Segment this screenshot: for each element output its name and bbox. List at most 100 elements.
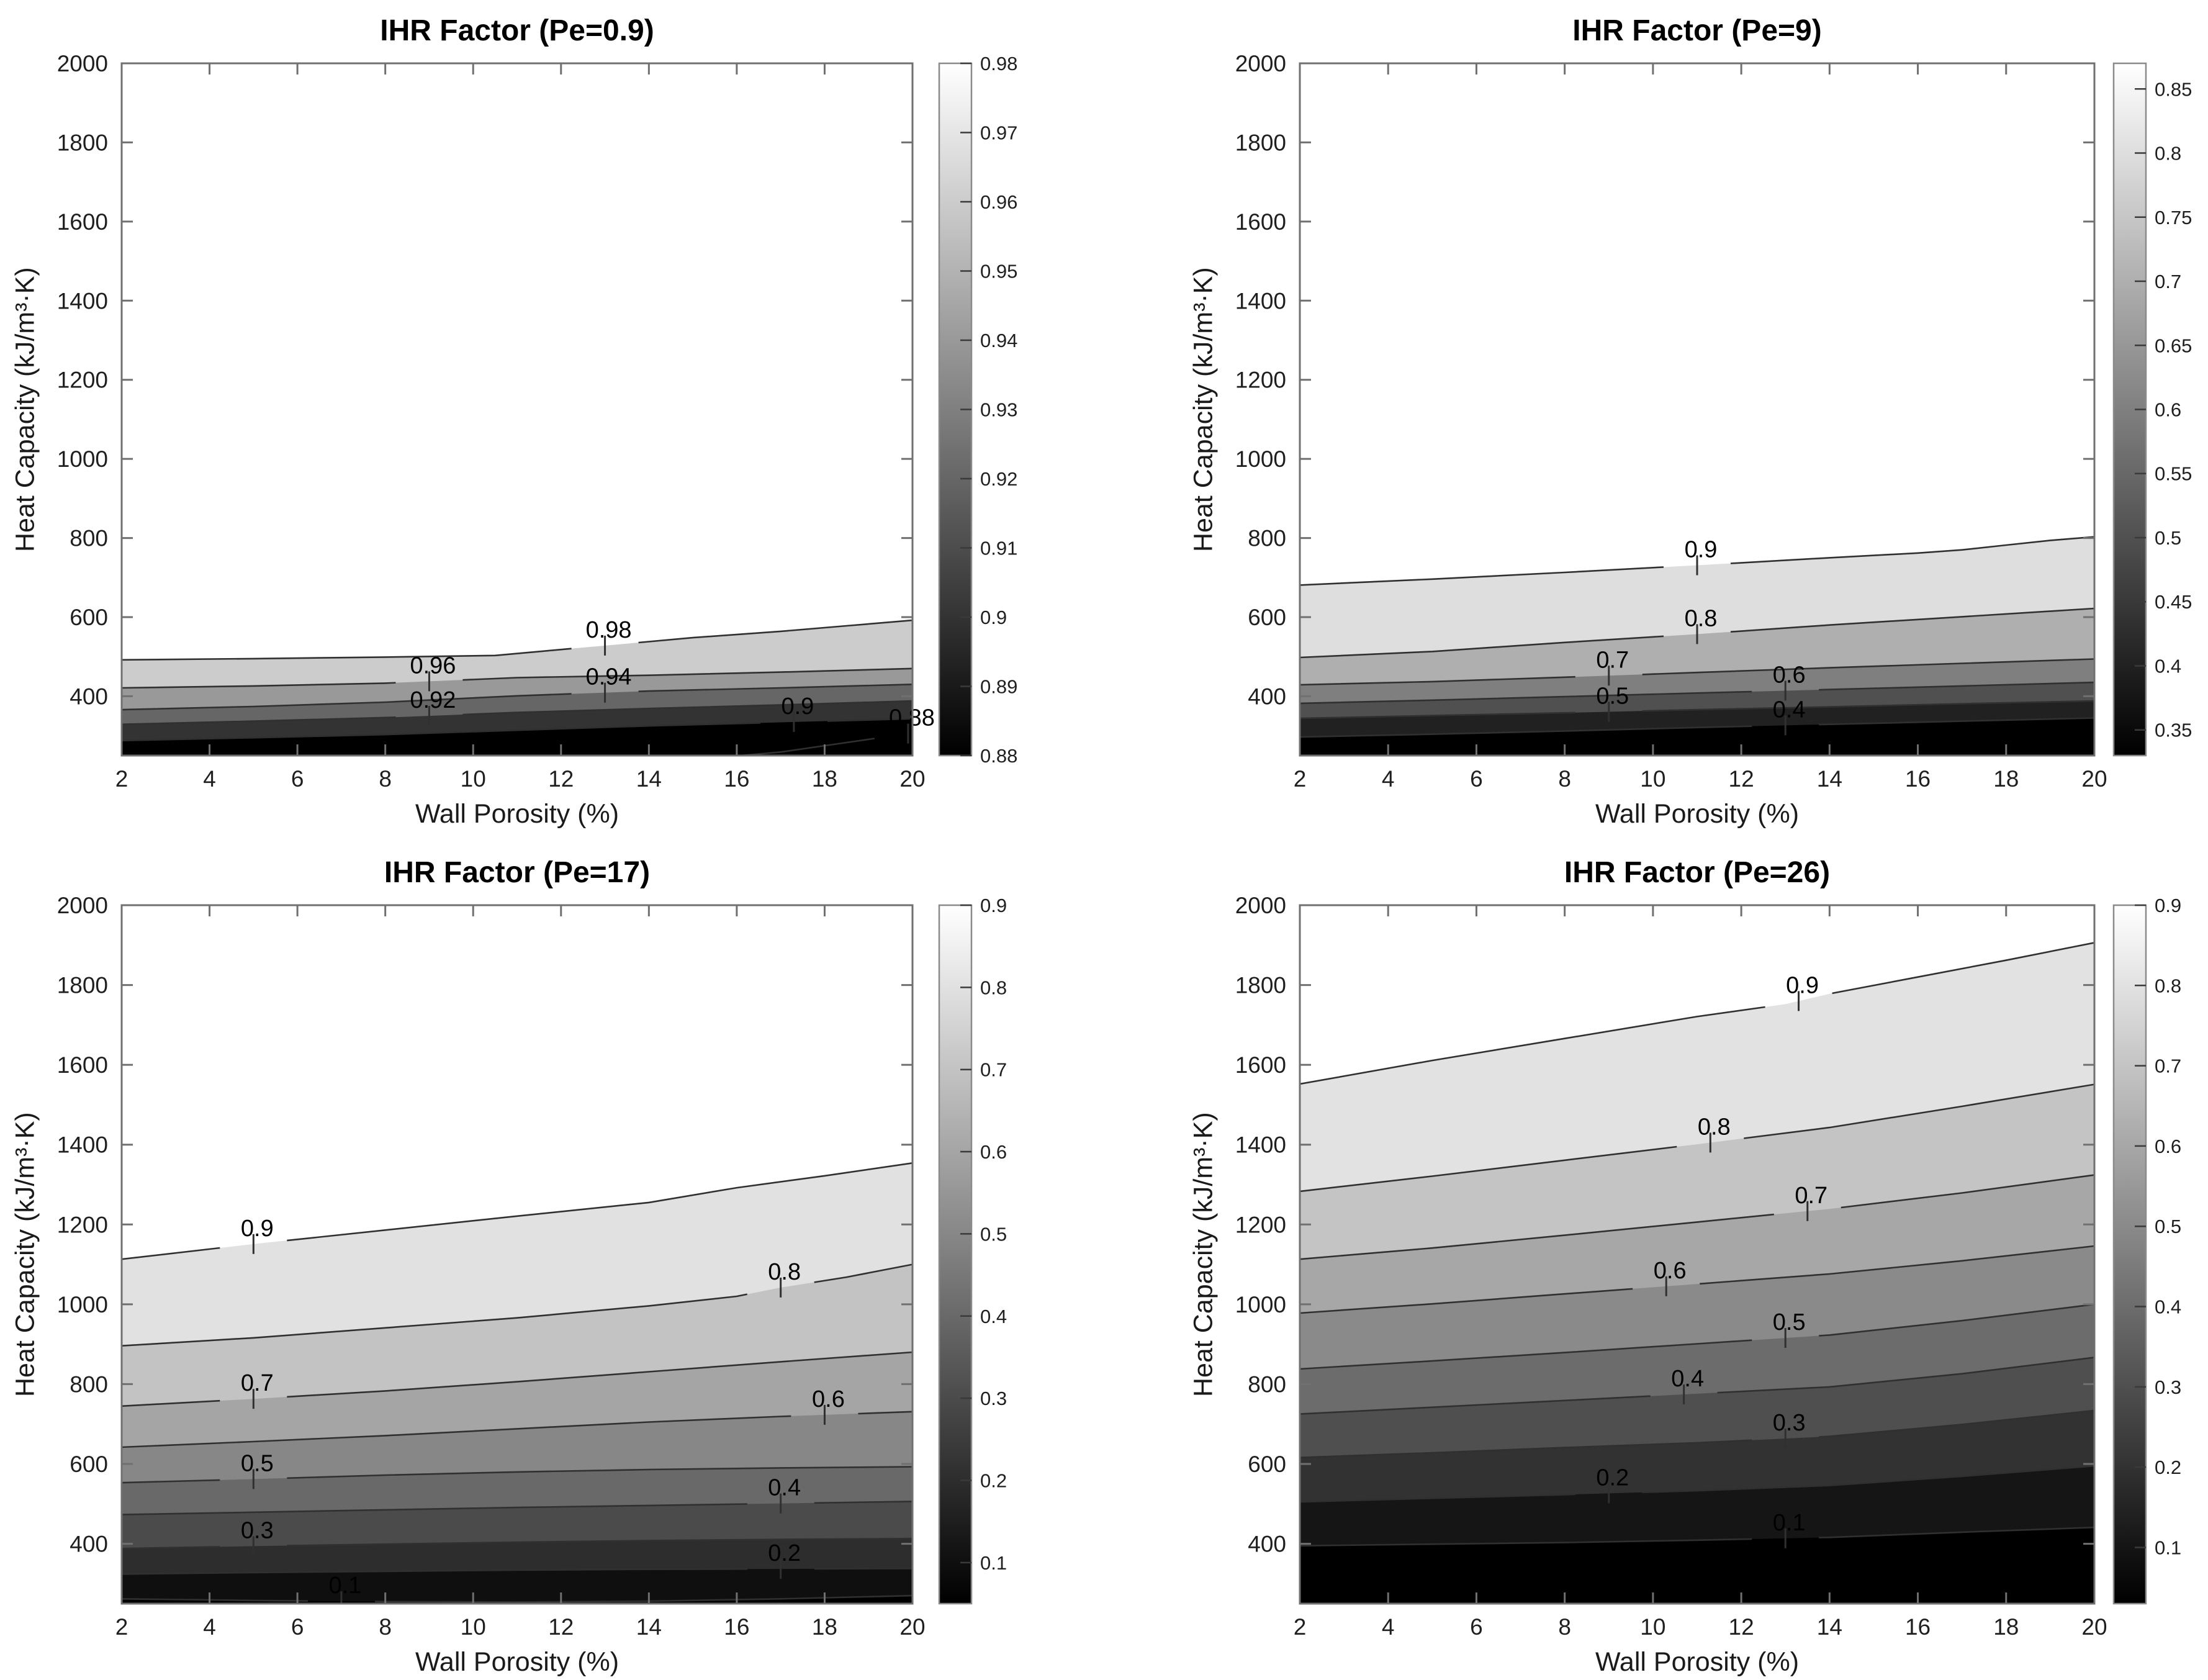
svg-text:0.65: 0.65 xyxy=(2155,335,2192,356)
svg-text:0.2: 0.2 xyxy=(768,1540,801,1566)
svg-text:4: 4 xyxy=(203,1614,216,1640)
subplot-title: IHR Factor (Pe=0.9) xyxy=(380,14,654,47)
svg-text:0.1: 0.1 xyxy=(1773,1510,1806,1536)
svg-text:2000: 2000 xyxy=(1235,893,1286,918)
svg-text:1200: 1200 xyxy=(1235,368,1286,393)
svg-text:0.89: 0.89 xyxy=(980,676,1017,698)
svg-text:0.9: 0.9 xyxy=(980,895,1007,916)
svg-text:2: 2 xyxy=(115,1614,128,1640)
svg-text:0.88: 0.88 xyxy=(980,745,1017,767)
svg-text:0.4: 0.4 xyxy=(2155,655,2181,677)
svg-text:0.94: 0.94 xyxy=(980,330,1017,351)
svg-text:14: 14 xyxy=(1817,766,1842,792)
svg-text:600: 600 xyxy=(1248,605,1286,630)
colorbar: 0.88 0.89 0.9 0.91 0.92 0.93 0.94 0.95 0.96 0.97 0… xyxy=(938,53,1017,767)
svg-text:0.9: 0.9 xyxy=(781,693,814,720)
svg-text:1800: 1800 xyxy=(57,130,108,155)
svg-text:1600: 1600 xyxy=(57,209,108,235)
svg-text:0.96: 0.96 xyxy=(980,191,1017,213)
svg-text:600: 600 xyxy=(1248,1452,1286,1477)
svg-text:1000: 1000 xyxy=(57,1292,108,1317)
svg-text:0.7: 0.7 xyxy=(2155,271,2181,292)
svg-text:10: 10 xyxy=(1640,1614,1665,1640)
svg-text:0.8: 0.8 xyxy=(768,1259,801,1285)
svg-text:1000: 1000 xyxy=(1235,1292,1286,1317)
y-axis-label: Heat Capacity (kJ/m³·K) xyxy=(10,1112,40,1397)
svg-text:16: 16 xyxy=(1905,766,1931,792)
svg-text:14: 14 xyxy=(636,1614,662,1640)
svg-text:800: 800 xyxy=(70,1371,108,1397)
svg-text:8: 8 xyxy=(1558,766,1571,792)
svg-text:20: 20 xyxy=(899,766,925,792)
svg-text:20: 20 xyxy=(899,1614,925,1640)
x-axis-label: Wall Porosity (%) xyxy=(415,799,620,829)
svg-text:0.35: 0.35 xyxy=(2155,720,2192,741)
svg-text:14: 14 xyxy=(1817,1614,1842,1640)
svg-text:0.7: 0.7 xyxy=(1596,647,1629,673)
svg-text:1800: 1800 xyxy=(1235,130,1286,155)
svg-text:1400: 1400 xyxy=(57,1132,108,1158)
svg-text:1600: 1600 xyxy=(1235,1052,1286,1078)
contour-plot: 0.1 0.2 0.3 0.4 0.5 0.6 0.7 0.8 0.9 2 4 6 8 10 12 14 16 1… xyxy=(1235,893,2107,1640)
svg-text:4: 4 xyxy=(1382,1614,1395,1640)
svg-text:0.93: 0.93 xyxy=(980,399,1017,421)
svg-text:0.98: 0.98 xyxy=(586,617,632,643)
svg-text:18: 18 xyxy=(812,1614,837,1640)
svg-text:0.8: 0.8 xyxy=(980,977,1007,998)
svg-text:0.1: 0.1 xyxy=(2155,1537,2181,1558)
svg-text:1600: 1600 xyxy=(1235,209,1286,235)
svg-text:18: 18 xyxy=(812,766,837,792)
svg-text:0.5: 0.5 xyxy=(1773,1309,1806,1335)
svg-text:0.9: 0.9 xyxy=(2155,895,2181,916)
svg-text:0.8: 0.8 xyxy=(2155,975,2181,996)
svg-text:0.94: 0.94 xyxy=(586,664,632,690)
subplot-title: IHR Factor (Pe=9) xyxy=(1572,14,1822,47)
svg-text:0.3: 0.3 xyxy=(1773,1410,1806,1436)
svg-text:0.7: 0.7 xyxy=(1795,1183,1827,1209)
svg-text:18: 18 xyxy=(1993,1614,2019,1640)
svg-text:2000: 2000 xyxy=(57,893,108,918)
y-axis-label: Heat Capacity (kJ/m³·K) xyxy=(10,267,40,552)
svg-text:6: 6 xyxy=(291,1614,304,1640)
svg-text:1200: 1200 xyxy=(1235,1212,1286,1237)
svg-text:0.5: 0.5 xyxy=(241,1450,274,1476)
svg-text:2: 2 xyxy=(1294,1614,1307,1640)
svg-text:0.96: 0.96 xyxy=(410,653,456,679)
colorbar: 0.1 0.2 0.3 0.4 0.5 0.6 0.7 0.8 0.9 xyxy=(938,895,1007,1605)
y-axis-label: Heat Capacity (kJ/m³·K) xyxy=(1188,1112,1219,1397)
svg-text:0.1: 0.1 xyxy=(328,1573,361,1599)
subplot-title: IHR Factor (Pe=26) xyxy=(1564,856,1831,889)
svg-text:800: 800 xyxy=(1248,526,1286,551)
svg-text:20: 20 xyxy=(2081,766,2107,792)
svg-text:0.6: 0.6 xyxy=(812,1386,845,1412)
svg-text:1000: 1000 xyxy=(1235,446,1286,472)
svg-text:0.6: 0.6 xyxy=(1654,1258,1687,1284)
svg-text:400: 400 xyxy=(70,1532,108,1557)
svg-text:0.7: 0.7 xyxy=(241,1370,274,1396)
svg-text:4: 4 xyxy=(203,766,216,792)
svg-text:0.2: 0.2 xyxy=(980,1470,1007,1491)
svg-text:800: 800 xyxy=(70,526,108,551)
svg-text:12: 12 xyxy=(1729,766,1754,792)
svg-text:400: 400 xyxy=(1248,1532,1286,1557)
svg-text:2: 2 xyxy=(1294,766,1307,792)
svg-text:0.7: 0.7 xyxy=(980,1059,1007,1081)
svg-text:0.9: 0.9 xyxy=(241,1216,274,1242)
svg-text:800: 800 xyxy=(1248,1371,1286,1397)
svg-text:10: 10 xyxy=(1640,766,1665,792)
svg-text:400: 400 xyxy=(1248,684,1286,709)
svg-text:1400: 1400 xyxy=(1235,1132,1286,1158)
svg-text:0.4: 0.4 xyxy=(768,1475,801,1501)
svg-text:0.97: 0.97 xyxy=(980,122,1017,144)
svg-text:8: 8 xyxy=(1558,1614,1571,1640)
svg-text:0.5: 0.5 xyxy=(2155,527,2181,549)
svg-text:0.92: 0.92 xyxy=(410,687,456,713)
svg-text:1800: 1800 xyxy=(1235,973,1286,998)
svg-text:0.6: 0.6 xyxy=(980,1141,1007,1163)
svg-text:0.6: 0.6 xyxy=(2155,1136,2181,1157)
svg-text:0.9: 0.9 xyxy=(980,607,1007,628)
svg-text:12: 12 xyxy=(548,1614,574,1640)
svg-text:10: 10 xyxy=(461,1614,486,1640)
svg-text:0.2: 0.2 xyxy=(1596,1465,1629,1491)
svg-text:0.1: 0.1 xyxy=(980,1552,1007,1574)
